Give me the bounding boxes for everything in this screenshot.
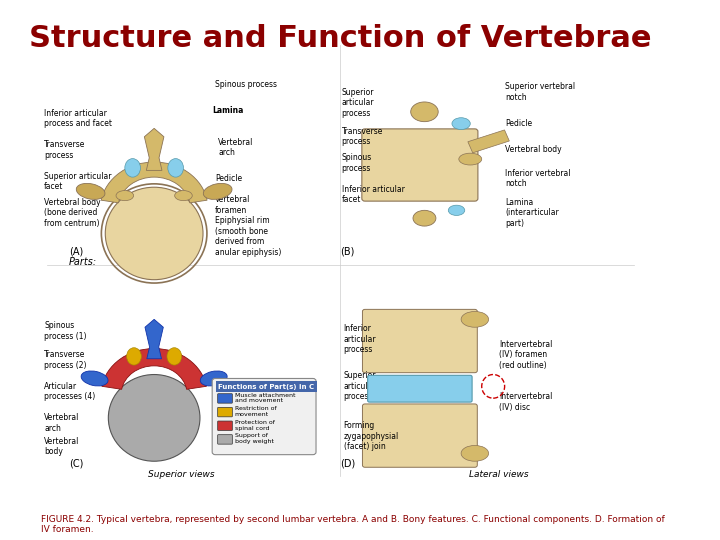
Ellipse shape: [413, 210, 436, 226]
Text: Transverse
process: Transverse process: [342, 127, 383, 146]
Text: Superior views: Superior views: [148, 470, 215, 479]
Text: Epiphysial rim
(smooth bone
derived from
anular epiphysis): Epiphysial rim (smooth bone derived from…: [215, 217, 282, 256]
Text: Vertebral
arch: Vertebral arch: [44, 414, 80, 433]
Ellipse shape: [167, 348, 181, 365]
Text: Functions of Part(s) in C: Functions of Part(s) in C: [218, 384, 315, 390]
Text: Transverse
process (2): Transverse process (2): [44, 350, 86, 370]
Text: Pedicle: Pedicle: [215, 174, 243, 183]
Text: Support of
body weight: Support of body weight: [235, 434, 274, 444]
FancyArrow shape: [468, 130, 509, 153]
Ellipse shape: [81, 371, 108, 386]
Text: Superior vertebral
notch: Superior vertebral notch: [505, 83, 575, 102]
Text: Restriction of
movement: Restriction of movement: [235, 406, 276, 417]
FancyBboxPatch shape: [217, 421, 233, 430]
Ellipse shape: [76, 184, 105, 199]
Text: (A): (A): [68, 247, 83, 257]
FancyBboxPatch shape: [212, 379, 316, 455]
Text: Transverse
process: Transverse process: [44, 140, 86, 160]
Ellipse shape: [203, 184, 232, 199]
Ellipse shape: [116, 191, 134, 201]
Ellipse shape: [449, 205, 465, 215]
FancyBboxPatch shape: [217, 394, 233, 403]
Text: Vertebral
arch: Vertebral arch: [218, 138, 253, 157]
Ellipse shape: [125, 159, 140, 177]
Text: Intervertebral
(IV) foramen
(red outline): Intervertebral (IV) foramen (red outline…: [499, 340, 553, 370]
Text: (C): (C): [68, 458, 83, 468]
Text: Superior
articular
process: Superior articular process: [342, 87, 374, 118]
Text: Structure and Function of Vertebrae: Structure and Function of Vertebrae: [30, 24, 652, 53]
Text: FIGURE 4.2. Typical vertebra, represented by second lumbar vertebra. A and B. Bo: FIGURE 4.2. Typical vertebra, represente…: [41, 515, 665, 535]
Ellipse shape: [127, 348, 141, 365]
Ellipse shape: [108, 375, 200, 461]
Text: Spinous
process (1): Spinous process (1): [44, 321, 86, 341]
Ellipse shape: [452, 118, 470, 130]
Text: Inferior vertebral
notch: Inferior vertebral notch: [505, 169, 571, 188]
Text: Spinous
process: Spinous process: [342, 153, 372, 173]
Text: Lamina
(interarticular
part): Lamina (interarticular part): [505, 198, 559, 228]
Text: (B): (B): [341, 247, 355, 257]
Polygon shape: [145, 319, 163, 359]
FancyBboxPatch shape: [368, 375, 472, 402]
Text: Vertebral
body: Vertebral body: [44, 437, 80, 456]
Ellipse shape: [459, 153, 482, 165]
FancyBboxPatch shape: [362, 129, 478, 201]
Ellipse shape: [461, 446, 489, 461]
FancyBboxPatch shape: [217, 407, 233, 417]
Text: Vertebral body: Vertebral body: [505, 145, 562, 154]
Text: Articular
processes (4): Articular processes (4): [44, 382, 96, 401]
Text: Vertebral body
(bone derived
from centrum): Vertebral body (bone derived from centru…: [44, 198, 101, 228]
Ellipse shape: [175, 191, 192, 201]
Wedge shape: [102, 162, 207, 203]
Text: Parts:: Parts:: [68, 258, 96, 267]
Text: (D): (D): [341, 458, 356, 468]
Text: Superior
articular
process: Superior articular process: [343, 372, 376, 401]
Ellipse shape: [105, 187, 203, 280]
Text: Pedicle: Pedicle: [505, 119, 533, 128]
Text: Spinous process: Spinous process: [215, 80, 277, 89]
Text: Lateral views: Lateral views: [469, 470, 529, 479]
Text: Inferior articular
process and facet: Inferior articular process and facet: [44, 109, 112, 128]
Text: Vertebral
foramen: Vertebral foramen: [215, 195, 251, 215]
Text: Protection of
spinal cord: Protection of spinal cord: [235, 420, 274, 430]
Ellipse shape: [200, 371, 227, 386]
Text: Forming
zygapophysial
(facet) join: Forming zygapophysial (facet) join: [343, 421, 399, 451]
Ellipse shape: [461, 312, 489, 327]
FancyBboxPatch shape: [362, 404, 477, 467]
Ellipse shape: [168, 159, 184, 177]
Wedge shape: [102, 348, 207, 389]
Polygon shape: [145, 129, 164, 171]
FancyBboxPatch shape: [217, 435, 233, 444]
Text: Superior articular
facet: Superior articular facet: [44, 172, 112, 191]
Ellipse shape: [410, 102, 438, 122]
Text: Inferior articular
facet: Inferior articular facet: [342, 185, 405, 204]
Text: Lamina: Lamina: [212, 106, 243, 115]
Text: Inferior
articular
process: Inferior articular process: [343, 324, 376, 354]
Text: Muscle attachment
and movement: Muscle attachment and movement: [235, 393, 295, 403]
Text: Intervertebral
(IV) disc: Intervertebral (IV) disc: [499, 393, 553, 412]
FancyBboxPatch shape: [362, 309, 477, 373]
